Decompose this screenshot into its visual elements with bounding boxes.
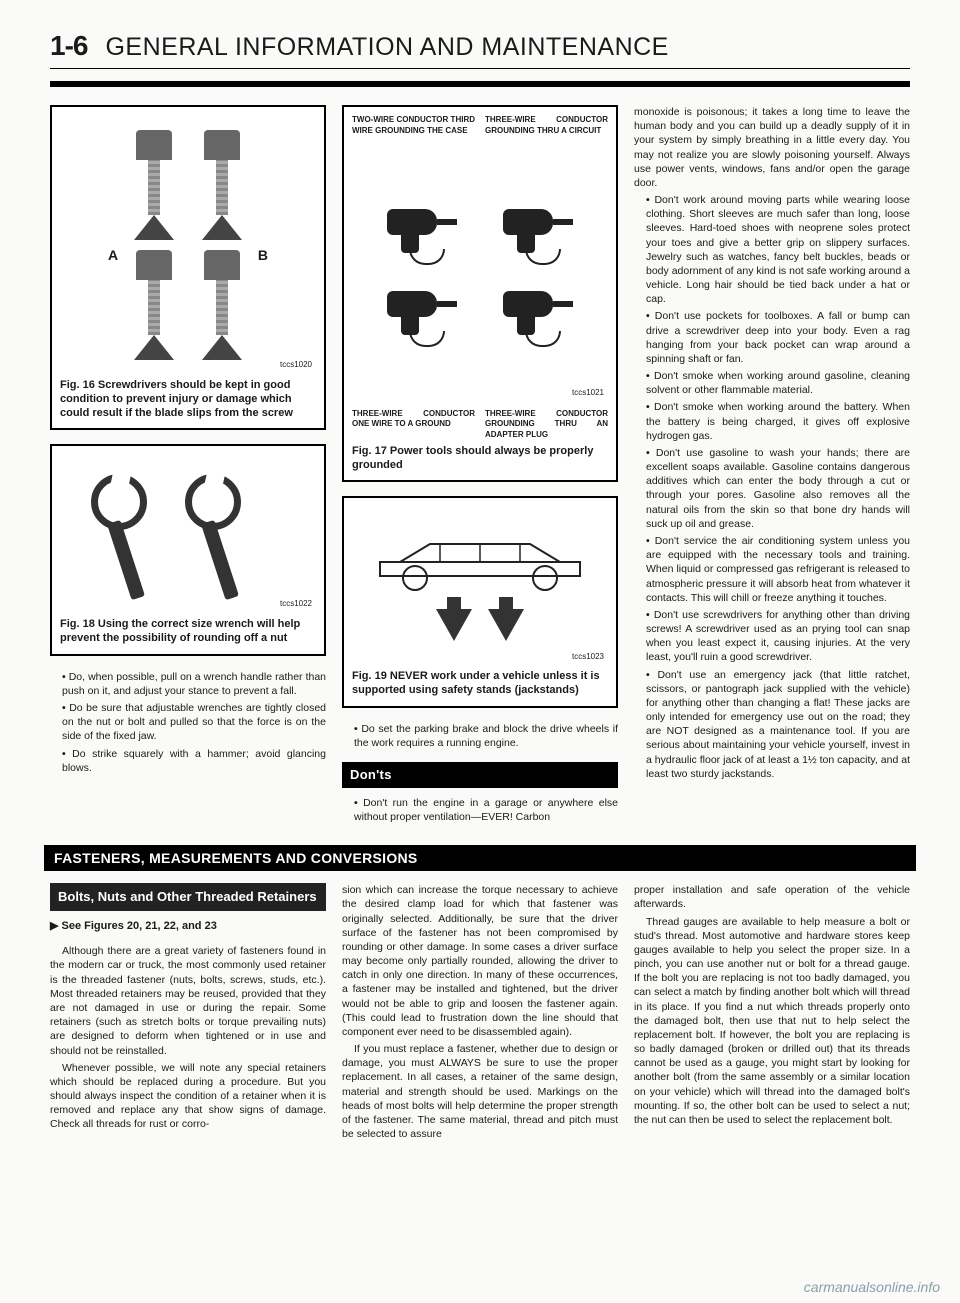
column-2: TWO-WIRE CONDUCTOR THIRD WIRE GROUNDING … [342,105,618,827]
sub-bar-bolts: Bolts, Nuts and Other Threaded Retainers [50,883,326,911]
figure-19-image: tccs1023 [352,506,608,666]
page-title: GENERAL INFORMATION AND MAINTENANCE [105,33,668,62]
column-1: A B tccs1020 Fig. 16 Screwdrivers should… [50,105,326,827]
fig16-label-a: A [108,246,118,265]
page-number: 1-6 [50,30,87,62]
figure-17-image: tccs1021 [352,143,608,403]
dont-5: Don't smoke when working around gasoline… [634,369,910,397]
figure-16: A B tccs1020 Fig. 16 Screwdrivers should… [50,105,326,430]
car-icon [370,532,590,592]
dont-6: Don't smoke when working around the batt… [634,400,910,443]
dont-9: Don't use screwdrivers for anything othe… [634,608,910,665]
fasteners-col-3: proper installation and safe operation o… [634,883,910,1144]
fig17-caption: Fig. 17 Power tools should always be pro… [352,445,608,473]
col2-bullet-1: Do set the parking brake and block the d… [342,722,618,750]
fig17-top-left: TWO-WIRE CONDUCTOR THIRD WIRE GROUNDING … [352,115,475,137]
main-columns: A B tccs1020 Fig. 16 Screwdrivers should… [50,105,910,827]
fig17-bot-left: THREE-WIRE CONDUCTOR ONE WIRE TO A GROUN… [352,409,475,441]
fasteners-c2p2: If you must replace a fastener, whether … [342,1042,618,1141]
page-header: 1-6 GENERAL INFORMATION AND MAINTENANCE [50,30,910,62]
fig18-caption: Fig. 18 Using the correct size wrench wi… [60,618,316,646]
col1-bullet-2: Do be sure that adjustable wrenches are … [50,701,326,744]
fasteners-col-2: sion which can increase the torque neces… [342,883,618,1144]
fig18-ref: tccs1022 [280,599,312,610]
fasteners-col-1: Bolts, Nuts and Other Threaded Retainers… [50,883,326,1144]
figure-17: TWO-WIRE CONDUCTOR THIRD WIRE GROUNDING … [342,105,618,482]
see-figures-line: ▶ See Figures 20, 21, 22, and 23 [50,919,326,934]
col1-bullet-3: Do strike squarely with a hammer; avoid … [50,747,326,775]
header-rule-thin [50,68,910,69]
fig19-caption: Fig. 19 NEVER work under a vehicle unles… [352,670,608,698]
fasteners-columns: Bolts, Nuts and Other Threaded Retainers… [50,883,910,1144]
fasteners-c1p1: Although there are a great variety of fa… [50,944,326,1057]
fasteners-c2p1: sion which can increase the torque neces… [342,883,618,1039]
figure-16-image: A B tccs1020 [60,115,316,375]
fasteners-c3p2: Thread gauges are available to help meas… [634,915,910,1128]
dont-3: Don't work around moving parts while wea… [634,193,910,306]
dont-10: Don't use an emergency jack (that little… [634,668,910,781]
fig17-top-right: THREE-WIRE CONDUCTOR GROUNDING THRU A CI… [485,115,608,137]
fig16-ref: tccs1020 [280,360,312,371]
fig16-caption: Fig. 16 Screwdrivers should be kept in g… [60,379,316,420]
figure-19: tccs1023 Fig. 19 NEVER work under a vehi… [342,496,618,708]
watermark: carmanualsonline.info [804,1279,940,1295]
section-fasteners: FASTENERS, MEASUREMENTS AND CONVERSIONS [44,845,916,871]
donts-heading: Don'ts [342,762,618,788]
dont-7: Don't use gasoline to wash your hands; t… [634,446,910,531]
fig16-label-b: B [258,246,268,265]
fig17-bot-labels: THREE-WIRE CONDUCTOR ONE WIRE TO A GROUN… [352,409,608,441]
dont-1: Don't run the engine in a garage or anyw… [342,796,618,824]
col1-bullet-1: Do, when possible, pull on a wrench hand… [50,670,326,698]
fasteners-c3p1: proper installation and safe operation o… [634,883,910,911]
figure-18-image: tccs1022 [60,454,316,614]
figure-18: tccs1022 Fig. 18 Using the correct size … [50,444,326,656]
fig17-top-labels: TWO-WIRE CONDUCTOR THIRD WIRE GROUNDING … [352,115,608,137]
fig19-ref: tccs1023 [572,652,604,663]
fig17-ref: tccs1021 [572,388,604,399]
dont-2: monoxide is poisonous; it takes a long t… [634,105,910,190]
fasteners-c1p2: Whenever possible, we will note any spec… [50,1061,326,1132]
fig17-bot-right: THREE-WIRE CONDUCTOR GROUNDING THRU AN A… [485,409,608,441]
column-3: monoxide is poisonous; it takes a long t… [634,105,910,827]
dont-8: Don't service the air conditioning syste… [634,534,910,605]
dont-4: Don't use pockets for toolboxes. A fall … [634,309,910,366]
header-rule-thick [50,81,910,87]
